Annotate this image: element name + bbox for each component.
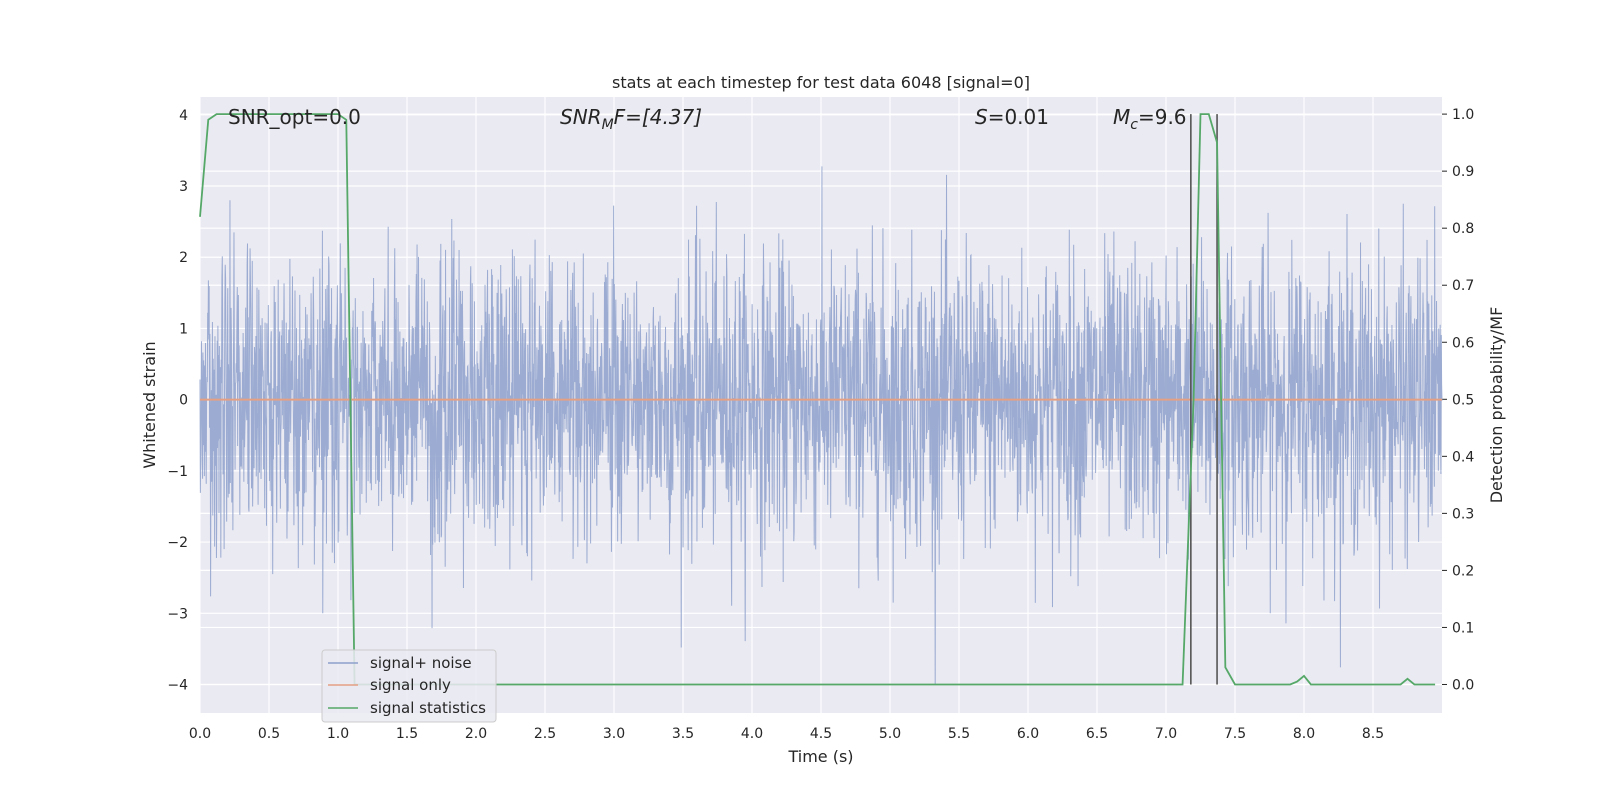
annotation-mc: Mc=9.6	[1113, 105, 1187, 133]
x-tick-label: 4.5	[810, 726, 832, 742]
x-tick-label: 2.5	[534, 726, 556, 742]
y-left-tick-label: 0	[179, 393, 188, 409]
y-left-axis-label: Whitened strain	[140, 341, 159, 468]
legend-label-signal-only: signal only	[370, 676, 451, 694]
y-right-tick-label: 0.9	[1452, 164, 1474, 180]
y-left-tick-label: −3	[167, 606, 188, 622]
y-right-tick-label: 0.2	[1452, 563, 1474, 579]
chart-title: stats at each timestep for test data 604…	[612, 73, 1030, 92]
y-right-tick-label: 0.5	[1452, 392, 1474, 408]
annotation-s: S=0.01	[975, 105, 1049, 129]
x-axis-label: Time (s)	[787, 747, 853, 766]
y-left-tick-label: 2	[179, 250, 188, 266]
x-tick-label: 7.0	[1155, 726, 1177, 742]
x-tick-label: 8.5	[1362, 726, 1384, 742]
x-tick-label: 5.5	[948, 726, 970, 742]
annotation-snr-mf-name: SNR	[560, 105, 602, 129]
x-tick-label: 3.0	[603, 726, 625, 742]
y-right-tick-label: 0.7	[1452, 278, 1474, 294]
annotation-mc-name: M	[1113, 105, 1130, 129]
annotation-s-tail: =0.01	[988, 105, 1049, 129]
x-tick-label: 0.5	[258, 726, 280, 742]
x-tick-label: 0.0	[189, 726, 211, 742]
x-tick-label: 3.5	[672, 726, 694, 742]
x-tick-label: 6.0	[1017, 726, 1039, 742]
legend-label-signal-statistics: signal statistics	[370, 699, 486, 717]
x-tick-label: 5.0	[879, 726, 901, 742]
y-right-tick-label: 0.1	[1452, 620, 1474, 636]
y-right-tick-label: 0.0	[1452, 677, 1474, 693]
y-right-tick-label: 0.4	[1452, 449, 1474, 465]
x-tick-label: 1.5	[396, 726, 418, 742]
y-left-tick-label: 1	[179, 321, 188, 337]
y-left-tick-labels: 4 3 2 1 0 −1 −2 −3 −4	[167, 108, 188, 694]
legend: signal+ noise signal only signal statist…	[321, 649, 497, 723]
y-right-tick-label: 0.6	[1452, 335, 1474, 351]
x-tick-label: 1.0	[327, 726, 349, 742]
annotation-s-name: S	[975, 105, 988, 129]
y-right-tick-label: 0.8	[1452, 221, 1474, 237]
y-right-axis-label: Detection probability/MF	[1487, 307, 1506, 504]
legend-label-signal-plus-noise: signal+ noise	[370, 654, 472, 672]
signal-statistics-line	[199, 113, 1436, 686]
y-right-tick-labels: 1.0 0.9 0.8 0.7 0.6 0.5 0.4 0.3 0.2 0.1 0.0	[1452, 107, 1474, 693]
x-tick-label: 6.5	[1086, 726, 1108, 742]
x-tick-label: 7.5	[1224, 726, 1246, 742]
x-tick-labels: 0.0 0.5 1.0 1.5 2.0 2.5 3.0 3.5 4.0 4.5 5.0 5.5 6.0 6…	[189, 726, 1384, 742]
legend-box	[321, 649, 497, 723]
series-signal-statistics	[199, 113, 1436, 686]
annotation-snr-mf-sub: M	[602, 117, 614, 133]
y-left-tick-label: 4	[179, 108, 188, 124]
x-tick-label: 8.0	[1293, 726, 1315, 742]
vertical-markers	[1190, 114, 1218, 685]
annotation-snr-mf-tail: F=[4.37]	[614, 105, 702, 129]
y-left-tick-label: −1	[167, 464, 188, 480]
annotation-mc-sub: c	[1130, 117, 1138, 133]
annotation-snr-opt: SNR_opt=0.0	[228, 105, 361, 129]
annotation-mc-tail: =9.6	[1138, 105, 1187, 129]
y-left-tick-label: −2	[167, 535, 188, 551]
series-signal-plus-noise	[199, 166, 1443, 685]
y-left-tick-label: −4	[167, 678, 188, 694]
y-left-tick-label: 3	[179, 179, 188, 195]
x-tick-label: 2.0	[465, 726, 487, 742]
annotation-snr-mf: SNRMF=[4.37]	[560, 105, 702, 133]
noise-trace	[199, 166, 1443, 685]
x-tick-label: 4.0	[741, 726, 763, 742]
y-right-tick-label: 0.3	[1452, 506, 1474, 522]
y-right-tick-label: 1.0	[1452, 107, 1474, 123]
